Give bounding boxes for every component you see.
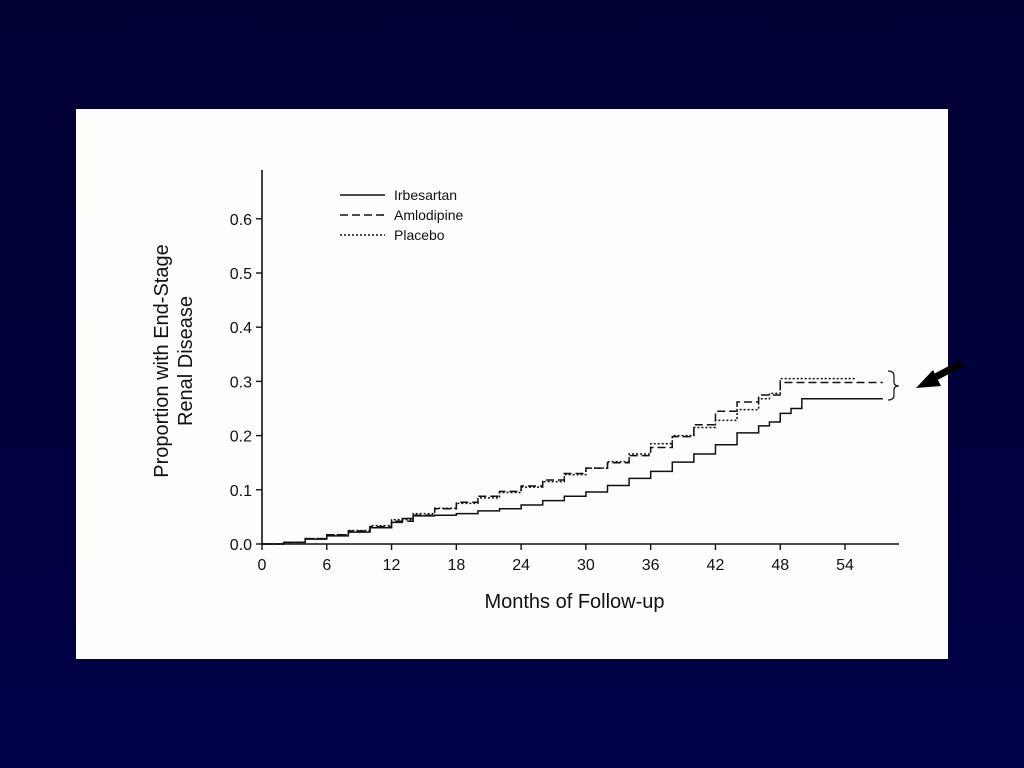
curve-irbesartan (262, 397, 883, 545)
legend-label-irbesartan: Irbesartan (394, 187, 457, 203)
legend-label-placebo: Placebo (394, 227, 445, 243)
x-tick-label: 54 (836, 557, 854, 574)
y-axis-title: Proportion with End-Stage Renal Disease (151, 244, 197, 477)
y-tick-label: 0.1 (230, 483, 252, 500)
y-axis-title-line-1: Proportion with End-Stage (151, 244, 173, 477)
x-tick-label: 42 (707, 557, 725, 574)
axes: 0 6 12 18 24 30 36 42 48 54 0.0 0.1 0.2 0.3 0.4 0.5 0.6 (230, 170, 899, 574)
x-tick-label: 6 (322, 557, 331, 574)
y-axis-title-line-2: Renal Disease (175, 296, 197, 426)
y-tick-label: 0.4 (230, 320, 252, 337)
x-tick-label: 0 (258, 557, 267, 574)
curves (262, 377, 883, 545)
legend-label-amlodipine: Amlodipine (394, 207, 463, 223)
x-tick-label: 18 (447, 557, 465, 574)
y-tick-label: 0.5 (230, 266, 252, 283)
x-tick-label: 30 (577, 557, 595, 574)
curve-placebo (262, 377, 856, 545)
y-tick-label: 0.3 (230, 374, 252, 391)
x-axis-title: Months of Follow-up (484, 591, 664, 613)
y-tick-label: 0.6 (230, 212, 252, 229)
kaplan-meier-chart: 0 6 12 18 24 30 36 42 48 540.00.10.20.30.40.50.6 … (151, 170, 899, 613)
legend: Irbesartan Amlodipine Placebo (340, 187, 463, 243)
x-tick-label: 36 (642, 557, 660, 574)
curve-amlodipine (262, 381, 883, 545)
y-tick-label: 0.0 (230, 537, 252, 554)
x-tick-label: 24 (512, 557, 530, 574)
chart-panel (76, 109, 948, 659)
x-tick-label: 48 (771, 557, 789, 574)
y-tick-label: 0.2 (230, 429, 252, 446)
x-tick-label: 12 (383, 557, 401, 574)
